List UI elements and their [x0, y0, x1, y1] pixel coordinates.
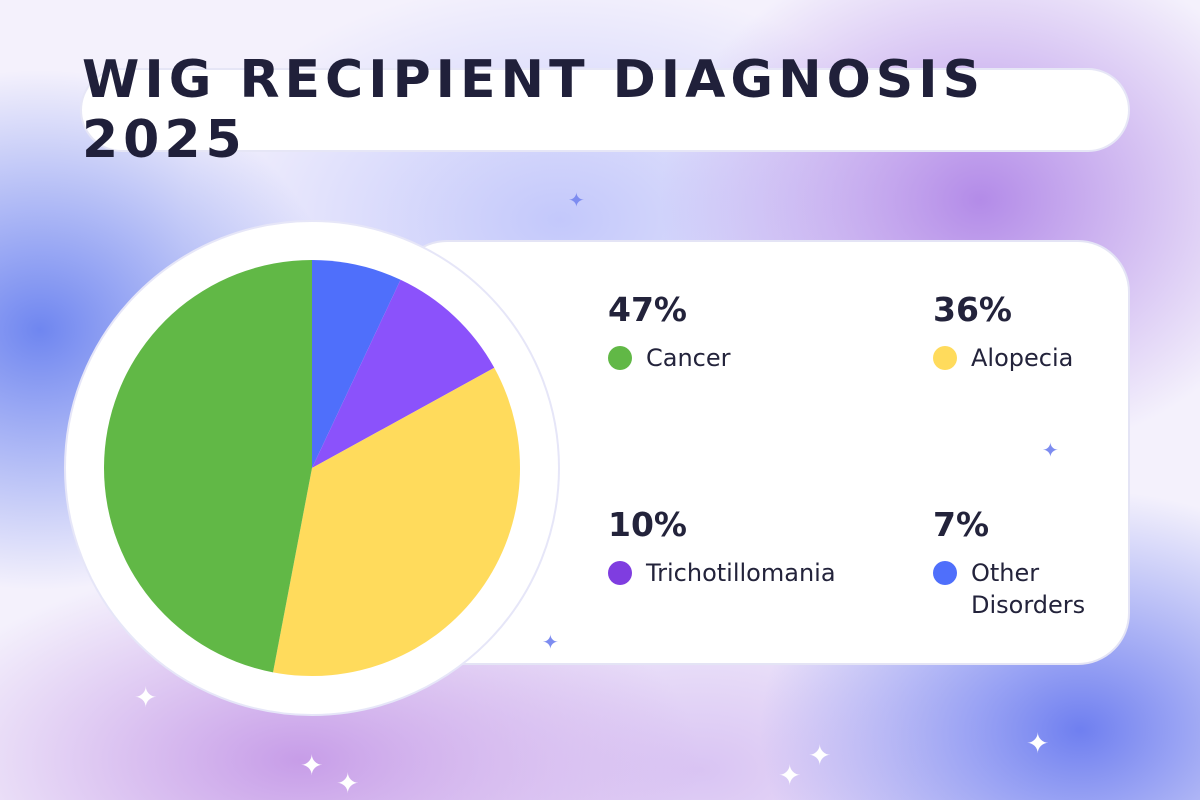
legend-value: 36% — [933, 290, 1012, 329]
sparkle-icon: ✦ — [1026, 727, 1050, 760]
legend-cancer: 47% Cancer — [608, 290, 731, 374]
sparkle-icon: ✦ — [778, 759, 802, 792]
sparkle-icon: ✦ — [1042, 438, 1059, 462]
sparkle-icon: ✦ — [300, 749, 324, 782]
pie-slice-trichotillomania — [312, 279, 495, 468]
sparkle-icon: ✦ — [542, 630, 559, 654]
legend-value: 10% — [608, 505, 687, 544]
pie-chart — [104, 260, 520, 676]
legend-label: Trichotillomania — [646, 559, 836, 587]
sparkle-icon: ✦ — [568, 188, 585, 212]
legend-dot-icon — [608, 346, 632, 370]
legend-dot-icon — [933, 561, 957, 585]
legend-other-disorders: 7% Other Disorders — [933, 505, 1113, 621]
sparkle-icon: ✦ — [134, 681, 158, 714]
pie-slice-other-disorders — [312, 260, 401, 468]
legend-alopecia: 36% Alopecia — [933, 290, 1073, 374]
legend-value: 7% — [933, 505, 990, 544]
pie-slice-alopecia — [273, 367, 520, 676]
legend-label: Other Disorders — [971, 559, 1086, 619]
legend-label: Alopecia — [971, 344, 1074, 372]
legend-trichotillomania: 10% Trichotillomania — [608, 505, 836, 589]
legend-dot-icon — [608, 561, 632, 585]
pie-slice-cancer — [104, 260, 312, 673]
legend-label: Cancer — [646, 344, 731, 372]
legend-dot-icon — [933, 346, 957, 370]
sparkle-icon: ✦ — [808, 739, 832, 772]
title-banner: WIG RECIPIENT DIAGNOSIS 2025 — [80, 50, 1130, 170]
chart-title: WIG RECIPIENT DIAGNOSIS 2025 — [82, 50, 986, 170]
sparkle-icon: ✦ — [336, 767, 360, 800]
legend-value: 47% — [608, 290, 687, 329]
